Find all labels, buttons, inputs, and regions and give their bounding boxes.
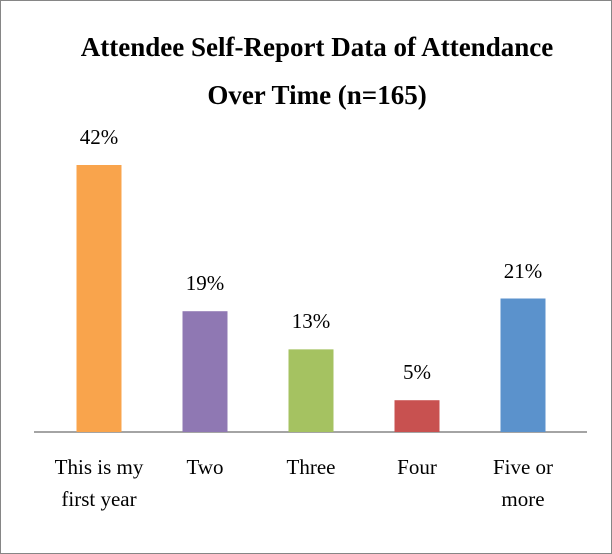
data-label: 5%	[403, 360, 431, 385]
bar	[288, 349, 334, 432]
bar	[500, 298, 546, 432]
data-label: 21%	[503, 258, 543, 283]
data-label: 19%	[185, 271, 225, 296]
data-label: 42%	[79, 125, 119, 149]
bar	[394, 400, 440, 432]
bar	[182, 311, 228, 432]
bar	[76, 165, 122, 432]
x-tick-label: This is my first year	[54, 455, 144, 511]
x-tick-label: Five or more	[492, 455, 554, 511]
x-tick-label: Three	[286, 455, 336, 479]
data-label: 13%	[291, 309, 331, 334]
x-tick-label: Four	[397, 455, 437, 479]
x-tick-label: Two	[186, 455, 224, 479]
chart-title: Attendee Self-Report Data of Attendance …	[80, 32, 554, 110]
